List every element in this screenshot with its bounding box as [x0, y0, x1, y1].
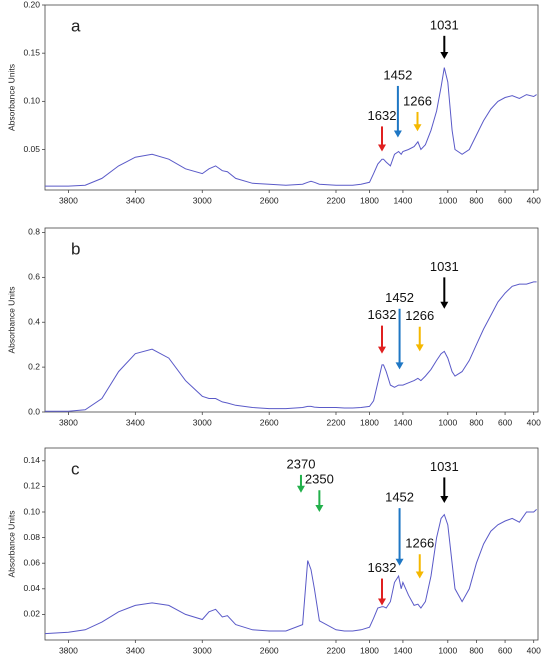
arrow-head — [315, 505, 324, 512]
arrow-head — [415, 571, 424, 579]
y-tick-label: 0.20 — [23, 0, 40, 9]
x-tick-label: 3000 — [193, 195, 212, 205]
y-tick-label: 0.15 — [23, 47, 40, 57]
annotation-label: 1452 — [385, 490, 414, 505]
x-tick-label: 3400 — [126, 645, 145, 655]
x-tick-label: 1000 — [438, 417, 457, 427]
x-tick-label: 1000 — [438, 645, 457, 655]
x-tick-label: 3800 — [59, 645, 78, 655]
y-tick-label: 0.8 — [28, 227, 40, 237]
annotation-label: 1452 — [385, 290, 414, 305]
annotation-label: 1031 — [430, 459, 459, 474]
arrow-head — [395, 362, 404, 370]
y-axis-label: Absorbance Units — [6, 286, 16, 353]
x-tick-label: 1800 — [360, 195, 379, 205]
arrow-head — [440, 301, 449, 309]
annotation-label: 1632 — [368, 560, 397, 575]
x-tick-label: 2200 — [327, 195, 346, 205]
x-tick-label: 2600 — [260, 195, 279, 205]
x-tick-label: 800 — [469, 417, 483, 427]
arrow-head — [440, 496, 449, 504]
annotation-label: 2350 — [305, 472, 334, 487]
y-tick-label: 0.05 — [23, 144, 40, 154]
x-tick-label: 3400 — [126, 195, 145, 205]
y-tick-label: 0.2 — [28, 361, 40, 371]
x-tick-label: 800 — [469, 195, 483, 205]
x-tick-label: 1400 — [393, 645, 412, 655]
x-tick-label: 3000 — [193, 645, 212, 655]
y-tick-label: 0.6 — [28, 272, 40, 282]
annotation-label: 2370 — [287, 456, 316, 471]
x-tick-label: 2600 — [260, 417, 279, 427]
annotation-label: 1031 — [430, 259, 459, 274]
x-tick-label: 1800 — [360, 417, 379, 427]
arrow-head — [296, 485, 305, 493]
arrow-head — [415, 344, 424, 352]
annotation-label: 1452 — [383, 67, 412, 82]
x-tick-label: 2200 — [327, 645, 346, 655]
x-tick-label: 2200 — [327, 417, 346, 427]
x-tick-label: 1000 — [438, 195, 457, 205]
y-tick-label: 0.12 — [23, 481, 40, 491]
annotation-label: 1632 — [368, 108, 397, 123]
y-tick-label: 0.02 — [23, 609, 40, 619]
x-tick-label: 600 — [498, 645, 512, 655]
spectrum — [45, 281, 537, 412]
x-tick-label: 2600 — [260, 645, 279, 655]
arrow-head — [393, 130, 402, 138]
x-tick-label: 1400 — [393, 195, 412, 205]
y-axis-label: Absorbance Units — [6, 64, 16, 131]
arrow-head — [413, 124, 422, 132]
x-tick-label: 600 — [498, 417, 512, 427]
y-tick-label: 0.04 — [23, 583, 40, 593]
x-tick-label: 3400 — [126, 417, 145, 427]
y-tick-label: 0.14 — [23, 455, 40, 465]
annotation-label: 1031 — [430, 17, 459, 32]
y-tick-label: 0.06 — [23, 557, 40, 567]
panel-label: b — [71, 239, 80, 258]
plot-frame — [44, 447, 539, 641]
y-tick-label: 0.10 — [23, 506, 40, 516]
y-tick-label: 0.08 — [23, 532, 40, 542]
annotation-label: 1266 — [405, 308, 434, 323]
plot-frame — [44, 227, 539, 413]
panel-label: c — [71, 459, 80, 478]
arrow-head — [377, 346, 386, 354]
x-tick-label: 400 — [527, 645, 541, 655]
x-tick-label: 1400 — [393, 417, 412, 427]
panel-label: a — [71, 16, 81, 35]
y-tick-label: 0.0 — [28, 406, 40, 416]
annotation-label: 1266 — [403, 93, 432, 108]
y-tick-label: 0.10 — [23, 96, 40, 106]
y-axis-label: Absorbance Units — [6, 510, 16, 577]
x-tick-label: 1800 — [360, 645, 379, 655]
plot-frame — [44, 4, 539, 191]
arrow-head — [377, 144, 386, 152]
annotation-label: 1632 — [368, 307, 397, 322]
y-tick-label: 0.4 — [28, 316, 40, 326]
x-tick-label: 800 — [469, 645, 483, 655]
spectrum — [45, 67, 537, 187]
arrow-head — [395, 558, 404, 566]
x-tick-label: 400 — [527, 417, 541, 427]
x-tick-label: 400 — [527, 195, 541, 205]
x-tick-label: 3000 — [193, 417, 212, 427]
arrow-head — [440, 51, 449, 59]
x-tick-label: 3800 — [59, 417, 78, 427]
spectrum — [44, 509, 537, 635]
annotation-label: 1266 — [405, 536, 434, 551]
x-tick-label: 3800 — [59, 195, 78, 205]
x-tick-label: 600 — [498, 195, 512, 205]
arrow-head — [377, 598, 386, 606]
